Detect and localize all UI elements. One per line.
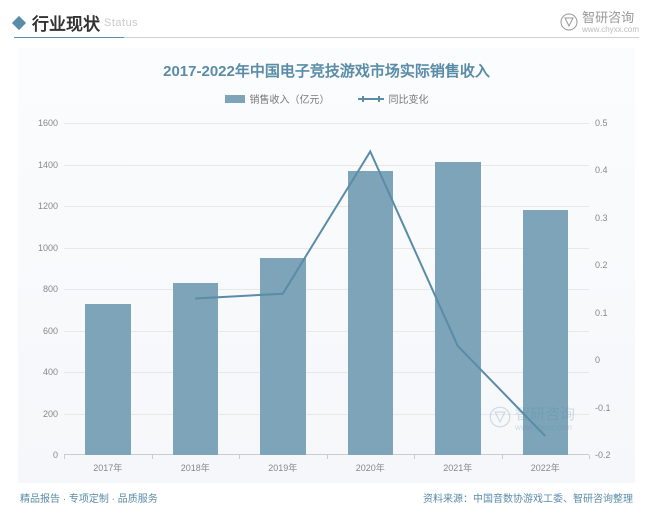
x-tick bbox=[589, 455, 590, 459]
x-tick bbox=[239, 455, 240, 459]
legend-bar-item: 销售收入（亿元） bbox=[225, 91, 330, 106]
y-right-label: 0.3 bbox=[589, 213, 608, 223]
x-tick bbox=[152, 455, 153, 459]
header-left: 行业现状 Status bbox=[14, 10, 138, 35]
y-right-label: 0.1 bbox=[589, 308, 608, 318]
chart-legend: 销售收入（亿元） 同比变化 bbox=[18, 91, 635, 106]
brand-block: 智研咨询 www.chyxx.com bbox=[560, 11, 639, 33]
footer-source: 中国音数协游戏工委、智研咨询整理 bbox=[473, 494, 633, 505]
y-right-label: -0.1 bbox=[589, 403, 611, 413]
x-tick bbox=[502, 455, 503, 459]
y-left-label: 600 bbox=[43, 326, 64, 336]
brand-name: 智研咨询 bbox=[582, 11, 639, 25]
x-label: 2019年 bbox=[268, 455, 297, 474]
x-tick bbox=[327, 455, 328, 459]
legend-bar-label: 销售收入（亿元） bbox=[250, 91, 330, 106]
section-title: 行业现状 bbox=[32, 10, 100, 35]
y-right-label: 0.2 bbox=[589, 260, 608, 270]
y-left-label: 400 bbox=[43, 367, 64, 377]
brand-logo-icon bbox=[560, 13, 578, 31]
x-label: 2021年 bbox=[443, 455, 472, 474]
x-label: 2020年 bbox=[356, 455, 385, 474]
x-label: 2017年 bbox=[93, 455, 122, 474]
diamond-bullet-icon bbox=[12, 15, 26, 29]
y-right-label: 0.4 bbox=[589, 165, 608, 175]
x-tick bbox=[64, 455, 65, 459]
x-label: 2018年 bbox=[181, 455, 210, 474]
header-underline bbox=[14, 37, 639, 38]
y-left-label: 0 bbox=[53, 450, 64, 460]
plot-area: 02004006008001000120014001600-0.2-0.100.… bbox=[64, 123, 589, 455]
legend-line-swatch-icon bbox=[358, 98, 384, 100]
y-right-label: 0.5 bbox=[589, 118, 608, 128]
legend-line-label: 同比变化 bbox=[389, 91, 429, 106]
brand-text-wrap: 智研咨询 www.chyxx.com bbox=[582, 11, 639, 33]
y-left-label: 1400 bbox=[38, 160, 64, 170]
y-left-label: 800 bbox=[43, 284, 64, 294]
y-left-label: 1200 bbox=[38, 201, 64, 211]
header-bar: 行业现状 Status 智研咨询 www.chyxx.com bbox=[0, 0, 653, 41]
y-right-label: 0 bbox=[589, 355, 600, 365]
line-series bbox=[64, 123, 589, 455]
section-title-en: Status bbox=[104, 17, 138, 29]
legend-bar-swatch-icon bbox=[225, 95, 245, 103]
y-left-label: 200 bbox=[43, 409, 64, 419]
chart-panel: 2017-2022年中国电子竞技游戏市场实际销售收入 销售收入（亿元） 同比变化… bbox=[18, 48, 635, 483]
y-left-label: 1000 bbox=[38, 243, 64, 253]
x-tick bbox=[414, 455, 415, 459]
footer-right: 资料来源：中国音数协游戏工委、智研咨询整理 bbox=[423, 490, 633, 505]
brand-url: www.chyxx.com bbox=[582, 26, 639, 34]
legend-line-item: 同比变化 bbox=[358, 91, 429, 106]
footer-left: 精品报告 · 专项定制 · 品质服务 bbox=[20, 490, 158, 505]
x-label: 2022年 bbox=[531, 455, 560, 474]
y-left-label: 1600 bbox=[38, 118, 64, 128]
chart-title: 2017-2022年中国电子竞技游戏市场实际销售收入 bbox=[18, 48, 635, 81]
y-right-label: -0.2 bbox=[589, 450, 611, 460]
footer-source-prefix: 资料来源： bbox=[423, 494, 473, 505]
footer-bar: 精品报告 · 专项定制 · 品质服务 资料来源：中国音数协游戏工委、智研咨询整理 bbox=[0, 484, 653, 513]
